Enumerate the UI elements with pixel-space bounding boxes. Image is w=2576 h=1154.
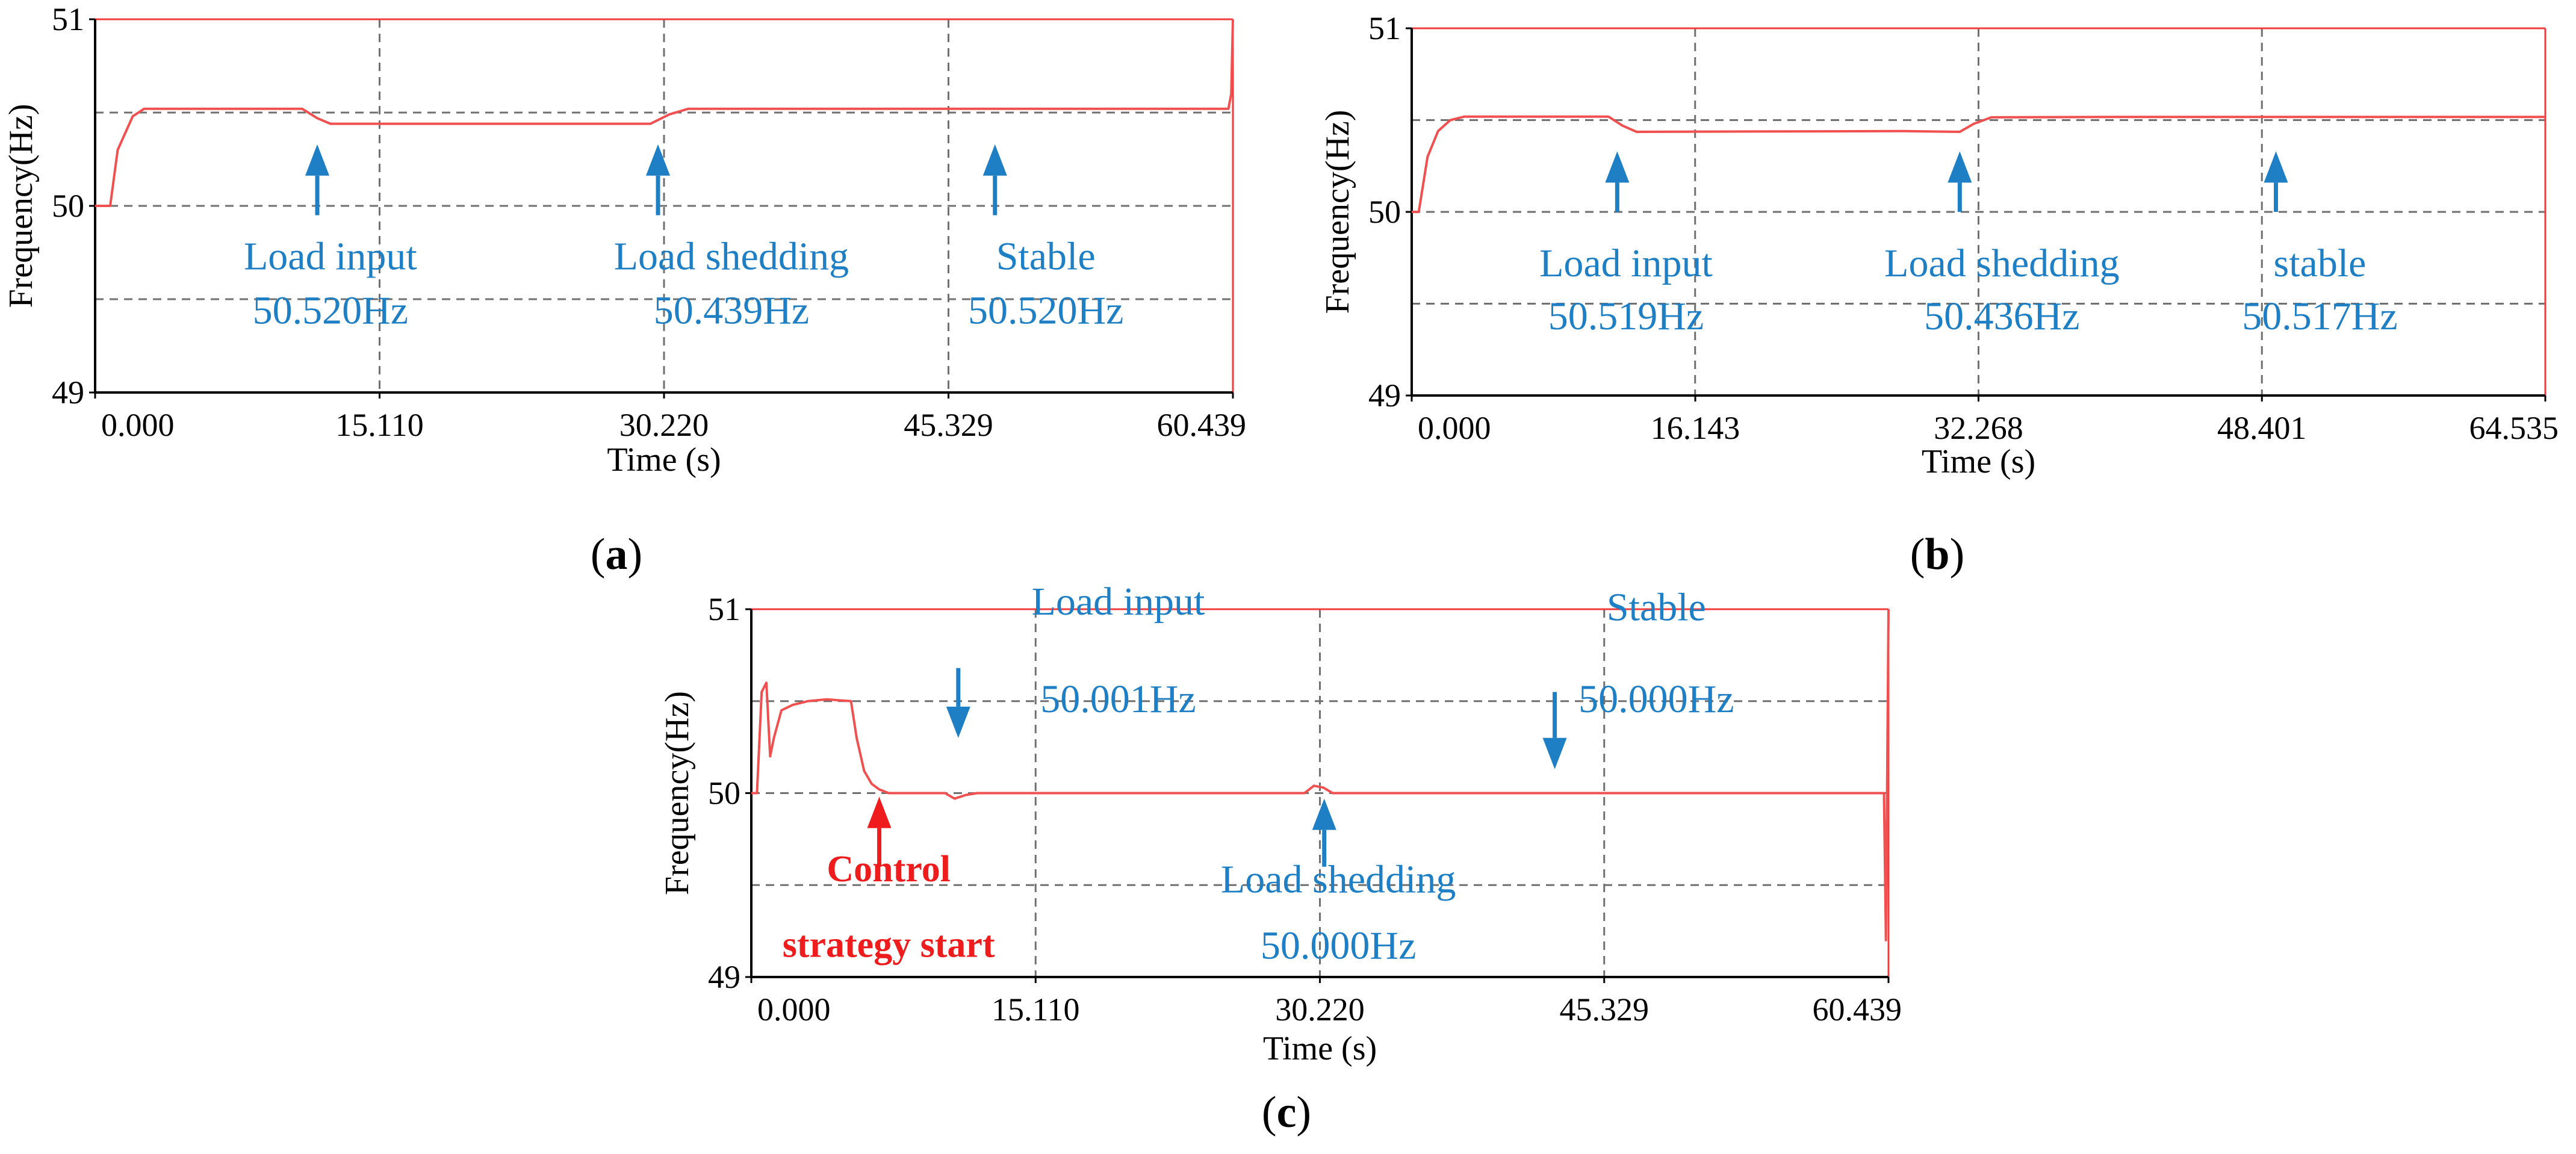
- x-tick-label: 45.329: [1559, 991, 1649, 1028]
- annotation-label: 50.520Hz: [968, 288, 1123, 332]
- x-tick-label: 15.110: [335, 407, 424, 443]
- annotation-label: Load shedding: [1221, 857, 1456, 901]
- annotation-label: 50.517Hz: [2242, 294, 2397, 338]
- annotation-arrow-head: [1948, 151, 1972, 183]
- x-axis-label: Time (s): [1263, 1030, 1377, 1067]
- annotation-arrow: [1312, 798, 1336, 867]
- annotation-label: 50.000Hz: [1578, 677, 1734, 721]
- y-tick-label: 50: [1368, 194, 1401, 230]
- caption-letter: c: [1277, 1088, 1297, 1137]
- x-tick-label: 15.110: [992, 991, 1080, 1028]
- annotation-arrow: [1948, 151, 1972, 212]
- annotation-label: Stable: [1607, 585, 1706, 629]
- annotation-label: Load shedding: [1884, 241, 2119, 285]
- annotation-label: 50.439Hz: [654, 288, 809, 332]
- x-tick-label: 60.439: [1157, 407, 1247, 443]
- x-tick-label: 60.439: [1813, 991, 1902, 1028]
- annotation-arrow-head: [1542, 737, 1567, 769]
- caption-open: (: [1262, 1088, 1277, 1137]
- annotation-arrow: [305, 144, 330, 216]
- annotation-arrow: [946, 668, 970, 738]
- annotation-arrow: [2264, 151, 2288, 212]
- annotation-label: Load input: [1539, 241, 1713, 285]
- gridlines: [95, 19, 1233, 392]
- annotation-arrow-head: [1605, 151, 1630, 183]
- y-axis-label: Frequency(Hz): [2, 104, 40, 308]
- x-tick-label: 0.000: [101, 407, 175, 443]
- panel-caption: (c): [1262, 1088, 1311, 1137]
- panel-b: 49 50 51 0.000 16.143 32.268 48.401 64.535 Time …: [1319, 10, 2559, 579]
- control-start-arrow-head: [867, 796, 892, 828]
- x-tick-label: 16.143: [1651, 410, 1740, 446]
- y-tick-label: 49: [1368, 377, 1401, 414]
- x-axis-label: Time (s): [607, 441, 721, 479]
- panel-caption: (b): [1910, 530, 1964, 579]
- annotation-arrow: [1542, 692, 1567, 769]
- annotation-label: stable: [2274, 241, 2367, 285]
- panel-c: 49 50 51 0.000 15.110 30.220 45.329 60.439 Time …: [659, 580, 1902, 1137]
- annotation-arrow-head: [305, 144, 330, 176]
- x-tick-label: 64.535: [2469, 410, 2559, 446]
- annotation-arrow-head: [1312, 798, 1336, 830]
- y-tick-label: 49: [708, 959, 740, 995]
- x-tick-label: 30.220: [1275, 991, 1365, 1028]
- x-tick-label: 48.401: [2217, 410, 2307, 446]
- annotation-label: Load input: [244, 234, 417, 278]
- caption-open: (: [1910, 530, 1925, 579]
- x-tick-label: 0.000: [757, 991, 831, 1028]
- caption-letter: a: [606, 530, 628, 579]
- y-tick-label: 51: [708, 591, 740, 627]
- annotation-label: Load input: [1032, 580, 1205, 624]
- caption-open: (: [591, 530, 606, 579]
- y-tick-label: 50: [52, 188, 84, 224]
- control-annotation-label: Control: [827, 849, 951, 890]
- annotation-arrow: [982, 144, 1007, 216]
- y-tick-label: 51: [52, 1, 84, 37]
- annotation-arrow-head: [946, 706, 970, 738]
- annotation-arrow-head: [2264, 151, 2288, 183]
- caption-letter: b: [1925, 530, 1949, 579]
- x-tick-label: 32.268: [1934, 410, 2023, 446]
- annotation-arrow-head: [646, 144, 671, 176]
- annotation-label: 50.000Hz: [1261, 923, 1416, 967]
- series-line-frequency: [1412, 115, 2545, 213]
- panel-caption: (a): [591, 530, 642, 579]
- annotation-arrow: [646, 144, 671, 216]
- gridlines: [1412, 28, 2545, 396]
- annotation-arrow: [1605, 151, 1630, 212]
- annotation-label: Stable: [996, 234, 1096, 278]
- caption-close: ): [1296, 1088, 1311, 1137]
- x-axis-label: Time (s): [1922, 443, 2035, 480]
- y-tick-label: 49: [52, 374, 84, 411]
- x-tick-label: 30.220: [619, 407, 709, 443]
- caption-close: ): [1950, 530, 1965, 579]
- control-annotation-label: strategy start: [783, 924, 995, 965]
- y-tick-label: 51: [1368, 10, 1401, 46]
- panel-a: 49 50 51 0.000 15.110 30.220 45.329 60.439 Time …: [2, 1, 1246, 579]
- caption-close: ): [628, 530, 643, 579]
- x-tick-label: 45.329: [904, 407, 993, 443]
- control-start-arrow: [867, 796, 892, 867]
- annotation-label: 50.519Hz: [1548, 294, 1704, 338]
- annotation-label: Load shedding: [614, 234, 849, 278]
- y-tick-label: 50: [708, 775, 740, 811]
- annotation-label: 50.520Hz: [253, 288, 408, 332]
- annotation-label: 50.001Hz: [1040, 677, 1196, 721]
- y-axis-label: Frequency(Hz): [659, 691, 696, 895]
- annotation-arrow-head: [982, 144, 1007, 176]
- annotation-label: 50.436Hz: [1924, 294, 2079, 338]
- x-tick-label: 0.000: [1418, 410, 1491, 446]
- y-axis-label: Frequency(Hz): [1319, 110, 1356, 314]
